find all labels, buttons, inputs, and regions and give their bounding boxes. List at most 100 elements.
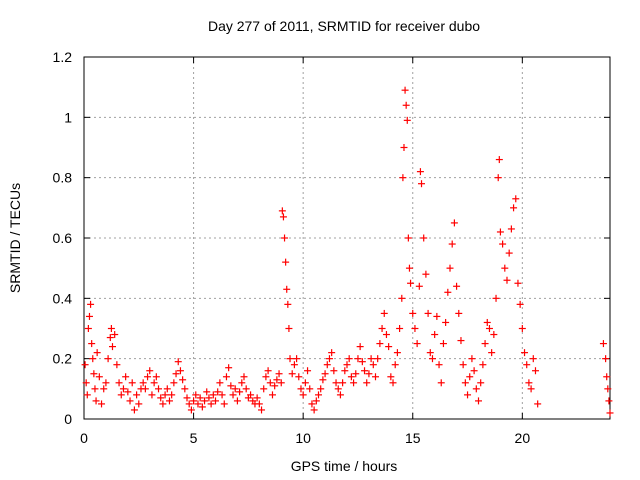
data-point [290, 361, 298, 369]
data-point [315, 391, 323, 399]
data-point [133, 391, 141, 399]
data-point [185, 400, 193, 408]
data-point [321, 370, 329, 378]
data-point [194, 400, 202, 408]
data-point [284, 300, 292, 308]
data-point [135, 400, 143, 408]
data-point [523, 361, 531, 369]
data-point [214, 388, 222, 396]
tick-label-layer: 0 5 10 15 20 0 0.2 0.4 0.6 0.8 1 1.2 [53, 49, 531, 446]
data-point [400, 144, 408, 151]
data-point [416, 168, 424, 176]
data-point [365, 370, 373, 378]
data-point [399, 174, 407, 182]
data-point [283, 285, 291, 293]
data-point [382, 331, 390, 339]
data-point [356, 343, 364, 351]
data-point [128, 379, 136, 387]
data-point [420, 234, 428, 242]
data-point [81, 361, 89, 369]
data-point [446, 264, 454, 272]
data-point [602, 355, 610, 363]
data-point [492, 294, 500, 302]
data-point [312, 397, 320, 405]
data-point [396, 325, 404, 332]
data-point [488, 349, 496, 357]
data-point [433, 312, 441, 320]
data-point [100, 385, 108, 393]
x-tick-label: 0 [80, 430, 88, 446]
data-point [490, 331, 498, 339]
data-point [391, 361, 399, 369]
data-point [605, 397, 613, 405]
data-point [514, 279, 522, 287]
data-point [403, 116, 411, 124]
x-tick-label: 5 [190, 430, 198, 446]
data-point [179, 376, 187, 384]
data-point [88, 340, 96, 348]
data-point [89, 355, 97, 363]
data-point [371, 373, 379, 381]
data-point [380, 309, 388, 317]
data-point [304, 367, 312, 375]
data-point [115, 379, 123, 387]
data-point [172, 370, 180, 378]
data-point [525, 379, 533, 387]
data-point [534, 400, 542, 408]
data-point [499, 240, 507, 248]
data-point [281, 234, 289, 242]
data-point [93, 349, 101, 357]
y-tick-label: 1.2 [53, 49, 73, 65]
data-point [426, 349, 434, 357]
data-point [181, 385, 189, 393]
data-point [253, 394, 261, 402]
data-point [155, 385, 163, 393]
data-point [387, 373, 395, 381]
data-point [444, 288, 452, 296]
data-point [435, 361, 443, 369]
data-point [448, 240, 456, 248]
data-point [240, 373, 248, 381]
data-point [404, 234, 412, 242]
data-point [442, 318, 450, 326]
data-point [288, 370, 296, 378]
data-point [282, 258, 290, 266]
data-point [531, 367, 539, 375]
data-point [485, 325, 493, 332]
y-tick-label: 1 [64, 109, 72, 125]
data-point [295, 373, 303, 381]
data-point [428, 355, 436, 363]
data-point [273, 376, 281, 384]
y-tick-label: 0.6 [53, 230, 73, 246]
data-point [161, 391, 169, 399]
data-point [503, 276, 511, 284]
data-point [402, 101, 410, 109]
data-point [187, 406, 195, 414]
data-point [205, 394, 213, 402]
data-point [409, 309, 417, 317]
data-point [378, 325, 386, 332]
data-point [330, 367, 338, 375]
data-point [350, 379, 358, 387]
data-point [308, 400, 316, 408]
data-point [229, 391, 237, 399]
data-point [358, 358, 366, 366]
data-point [104, 355, 112, 363]
data-point [216, 379, 224, 387]
data-point [604, 385, 612, 393]
data-point [363, 379, 371, 387]
data-point [238, 379, 246, 387]
data-point [286, 355, 294, 363]
data-point [407, 279, 415, 287]
y-tick-label: 0 [64, 411, 72, 427]
data-point [339, 379, 347, 387]
data-point [512, 195, 520, 203]
x-tick-label: 10 [295, 430, 311, 446]
data-point [431, 331, 439, 339]
data-point [341, 367, 349, 375]
data-point [260, 385, 268, 393]
data-point [343, 361, 351, 369]
data-point [90, 370, 98, 378]
data-point [264, 367, 272, 375]
data-point [144, 373, 152, 381]
